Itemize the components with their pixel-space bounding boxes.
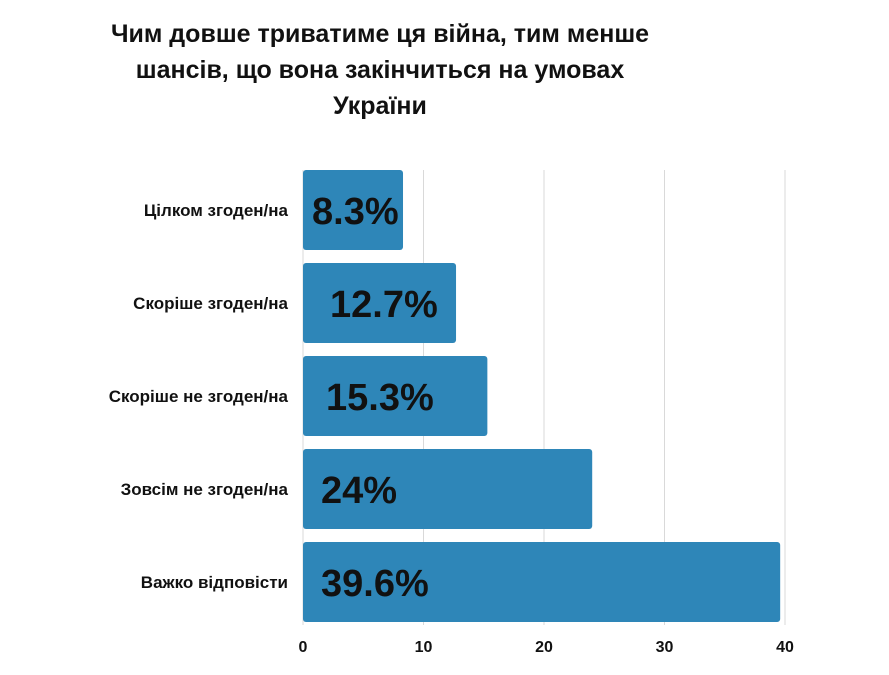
data-label: 12.7% <box>330 284 438 326</box>
data-label: 39.6% <box>321 563 429 605</box>
bar <box>303 170 404 250</box>
x-tick-label: 40 <box>776 639 794 656</box>
x-tick-label: 20 <box>535 639 553 656</box>
bar <box>303 449 593 529</box>
category-label: Важко відповісти <box>141 573 288 592</box>
bar <box>303 542 781 622</box>
bar-layer <box>303 170 781 622</box>
category-label: Зовсім не згоден/на <box>121 480 289 499</box>
label-layer: 0 10 20 30 40 Цілком згоден/на 8.3% Скоріше зго… <box>109 191 794 656</box>
chart-title: Чим довше триватиме ця війна, тим менше … <box>110 20 650 120</box>
x-tick-label: 10 <box>415 639 433 656</box>
category-label: Цілком згоден/на <box>144 201 289 220</box>
category-label: Скоріше згоден/на <box>133 294 288 313</box>
bar <box>303 356 488 436</box>
category-label: Скоріше не згоден/на <box>109 387 289 406</box>
data-label: 24% <box>321 470 397 512</box>
bar <box>303 263 457 343</box>
x-tick-label: 0 <box>299 639 308 656</box>
data-label: 15.3% <box>326 377 434 419</box>
data-label: 8.3% <box>312 191 399 233</box>
x-tick-label: 30 <box>656 639 674 656</box>
